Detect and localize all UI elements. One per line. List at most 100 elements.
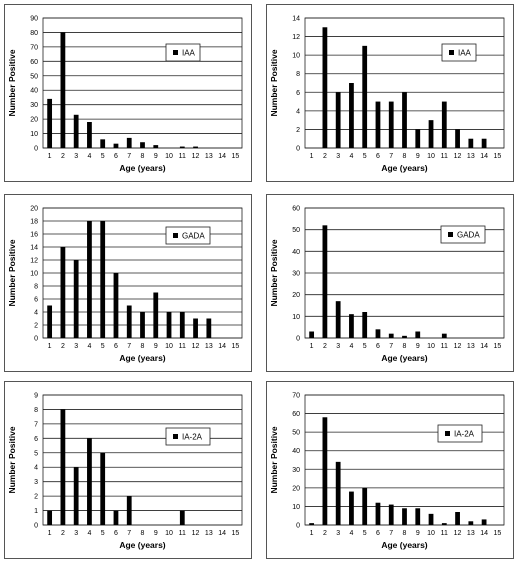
x-tick-label: 5: [101, 153, 105, 160]
bar: [100, 139, 106, 148]
bar: [375, 502, 381, 525]
y-tick-label: 50: [292, 227, 300, 234]
bar: [153, 292, 159, 338]
x-tick-label: 5: [101, 343, 105, 350]
x-tick-label: 8: [403, 530, 407, 537]
x-tick-label: 8: [141, 530, 145, 537]
y-axis-label: Number Positive: [7, 239, 17, 306]
legend: IAA: [165, 43, 201, 62]
x-tick-label: 4: [349, 153, 353, 160]
bar: [60, 247, 66, 338]
bar: [47, 510, 53, 525]
bar: [362, 312, 368, 338]
bar: [73, 114, 79, 148]
x-tick-label: 1: [48, 153, 52, 160]
x-tick-label: 12: [454, 153, 462, 160]
x-tick-label: 2: [323, 343, 327, 350]
y-tick-label: 0: [34, 336, 38, 343]
chart-frame: [4, 4, 252, 182]
x-tick-label: 1: [48, 343, 52, 350]
y-tick-label: 20: [292, 485, 300, 492]
legend: IA-2A: [437, 424, 483, 443]
chart-panel: 0 10 20 30 40 50 60 1 2 3 4 5 6 7 8 9 10 11 12 13 14 15 Age (y…: [266, 194, 514, 377]
bar: [455, 512, 460, 525]
legend-label: GADA: [182, 232, 205, 241]
x-tick-label: 6: [376, 343, 380, 350]
bar: [100, 221, 106, 338]
bar: [113, 510, 119, 525]
y-tick-label: 0: [34, 523, 38, 530]
y-tick-label: 12: [30, 258, 38, 265]
y-tick-label: 9: [34, 393, 38, 400]
x-tick-label: 8: [403, 153, 407, 160]
bar: [362, 45, 368, 148]
bar: [415, 129, 421, 148]
chart-panel: 0 1 2 3 4 5 6 7 8 9 1 2 3 4 5 6 7 8 9 10 11 12 13 14 15 Age (year…: [4, 381, 252, 564]
bar: [179, 146, 185, 148]
y-tick-label: 8: [34, 407, 38, 414]
x-tick-label: 4: [349, 530, 353, 537]
y-tick-label: 4: [34, 465, 38, 472]
y-tick-label: 14: [30, 245, 38, 252]
x-tick-label: 5: [363, 153, 367, 160]
y-tick-label: 0: [296, 523, 300, 530]
bar: [375, 329, 381, 338]
y-axis-label: Number Positive: [7, 49, 17, 116]
x-tick-label: 9: [154, 530, 158, 537]
chart-panel: 0 2 4 6 8 10 12 14 16 18 20 1 2 3 4 5 6 7 8 9 10 11 12 13 14 15 Ag…: [4, 194, 252, 377]
x-tick-label: 8: [141, 343, 145, 350]
y-tick-label: 5: [34, 450, 38, 457]
y-tick-label: 0: [296, 336, 300, 343]
x-tick-label: 13: [205, 530, 213, 537]
y-tick-label: 2: [296, 127, 300, 134]
bar: [335, 92, 341, 148]
y-tick-label: 0: [296, 146, 300, 153]
y-tick-label: 6: [34, 436, 38, 443]
x-tick-label: 12: [192, 343, 200, 350]
x-tick-label: 13: [205, 153, 213, 160]
bar: [349, 491, 354, 525]
x-axis-label: Age (years): [381, 353, 427, 363]
x-tick-label: 5: [363, 530, 367, 537]
bar: [87, 438, 92, 525]
legend-swatch: [173, 50, 178, 55]
x-tick-label: 6: [376, 530, 380, 537]
bar: [309, 331, 315, 338]
x-tick-label: 8: [403, 343, 407, 350]
x-tick-label: 11: [441, 343, 448, 350]
bar: [388, 333, 394, 338]
bar: [47, 98, 53, 148]
bar: [375, 101, 381, 148]
legend-box: [437, 424, 483, 443]
y-tick-label: 50: [30, 73, 38, 80]
x-tick-label: 9: [154, 343, 158, 350]
x-tick-label: 1: [310, 153, 314, 160]
x-tick-label: 3: [336, 530, 340, 537]
x-tick-label: 3: [336, 153, 340, 160]
x-tick-label: 2: [61, 343, 65, 350]
y-tick-label: 6: [34, 297, 38, 304]
bar: [87, 122, 92, 148]
x-tick-label: 10: [427, 343, 435, 350]
y-tick-label: 2: [34, 494, 38, 501]
bar: [140, 312, 145, 338]
legend-box: [165, 43, 201, 62]
y-tick-label: 14: [292, 16, 300, 23]
bar: [402, 335, 407, 338]
bar: [193, 318, 198, 338]
y-tick-label: 10: [30, 131, 38, 138]
y-axis-label: Number Positive: [269, 49, 279, 116]
x-axis-label: Age (years): [119, 163, 165, 173]
x-tick-label: 14: [218, 530, 226, 537]
bar: [349, 314, 354, 338]
bar: [441, 523, 447, 525]
y-tick-label: 60: [292, 411, 300, 418]
x-tick-label: 6: [114, 530, 118, 537]
legend: GADA: [440, 225, 486, 244]
x-tick-label: 10: [165, 530, 173, 537]
legend: GADA: [165, 226, 211, 245]
